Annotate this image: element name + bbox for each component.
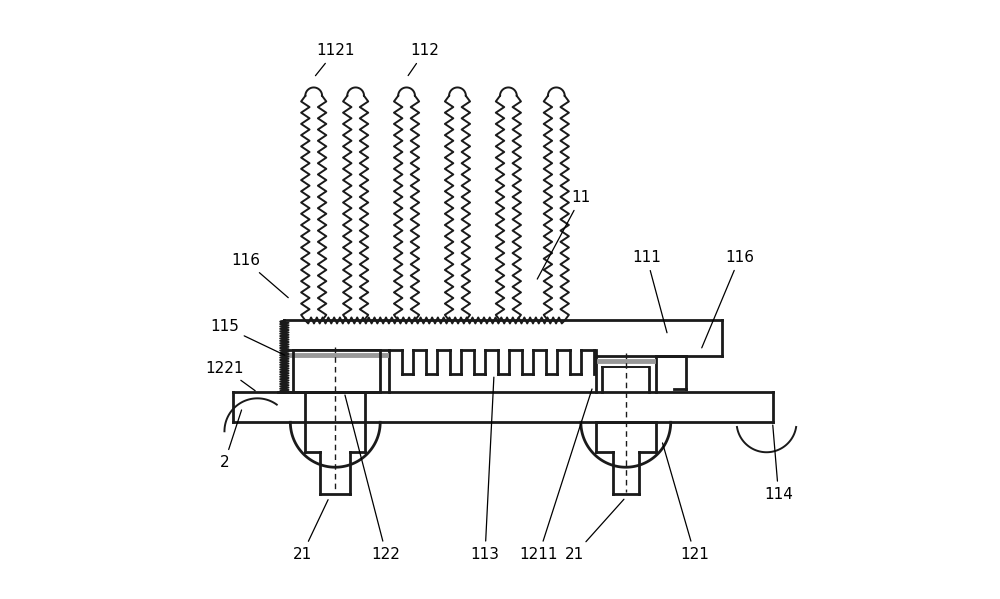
Text: 1211: 1211	[520, 389, 592, 562]
Text: 113: 113	[471, 377, 500, 562]
Text: 2: 2	[220, 410, 242, 470]
Text: 116: 116	[231, 253, 288, 298]
Text: 114: 114	[764, 425, 793, 502]
Text: 21: 21	[565, 499, 624, 562]
Text: 112: 112	[408, 43, 440, 75]
Text: 1221: 1221	[205, 361, 255, 391]
Text: 115: 115	[210, 319, 285, 355]
Text: 121: 121	[663, 443, 709, 562]
Text: 111: 111	[632, 250, 667, 333]
Text: 116: 116	[702, 250, 754, 348]
Text: 21: 21	[293, 500, 328, 562]
Text: 11: 11	[537, 190, 590, 279]
Text: 122: 122	[345, 395, 401, 562]
Text: 1121: 1121	[315, 43, 355, 75]
